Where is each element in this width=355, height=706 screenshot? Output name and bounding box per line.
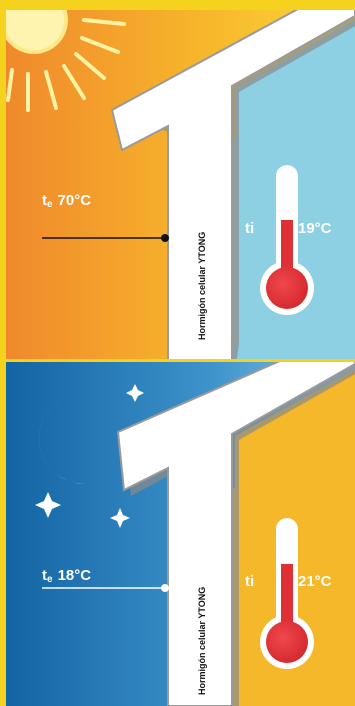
day-outside-value: 70°C xyxy=(58,192,92,209)
panel-divider xyxy=(6,359,355,362)
day-wall-label: Hormigón celular YTONG xyxy=(197,232,207,340)
day-wall-structure xyxy=(110,10,355,360)
day-outside-label: t xyxy=(42,192,47,209)
night-outside-temp: te 18°C xyxy=(42,567,169,592)
day-attic xyxy=(235,20,355,140)
night-outside-value: 18°C xyxy=(58,567,92,584)
day-inside-label: ti xyxy=(245,220,254,237)
day-outside-sub: e xyxy=(47,199,53,210)
night-inside-temp: ti 21°C xyxy=(245,518,332,669)
star-icon xyxy=(35,492,61,518)
day-inside-value: 19°C xyxy=(298,220,332,237)
night-outside-label: t xyxy=(42,567,47,584)
night-inside-value: 21°C xyxy=(298,573,332,590)
day-outside-temp: te 70°C xyxy=(42,192,169,242)
sun-icon xyxy=(6,10,126,112)
night-wall-label: Hormigón celular YTONG xyxy=(197,587,207,695)
night-wall-structure xyxy=(116,361,355,706)
night-attic xyxy=(235,370,355,488)
star-icon xyxy=(110,508,130,528)
thermometer-icon xyxy=(260,165,314,315)
day-inside-temp: ti 19°C xyxy=(245,165,332,315)
star-icon xyxy=(126,384,144,402)
thermometer-icon xyxy=(260,518,314,669)
day-panel: Hormigón celular YTONG te 70°C ti 19°C xyxy=(6,10,355,360)
night-panel: Hormigón celular YTONG te 18°C ti 21°C xyxy=(6,361,355,706)
night-inside-label: ti xyxy=(245,573,254,590)
night-outside-sub: e xyxy=(47,574,53,585)
